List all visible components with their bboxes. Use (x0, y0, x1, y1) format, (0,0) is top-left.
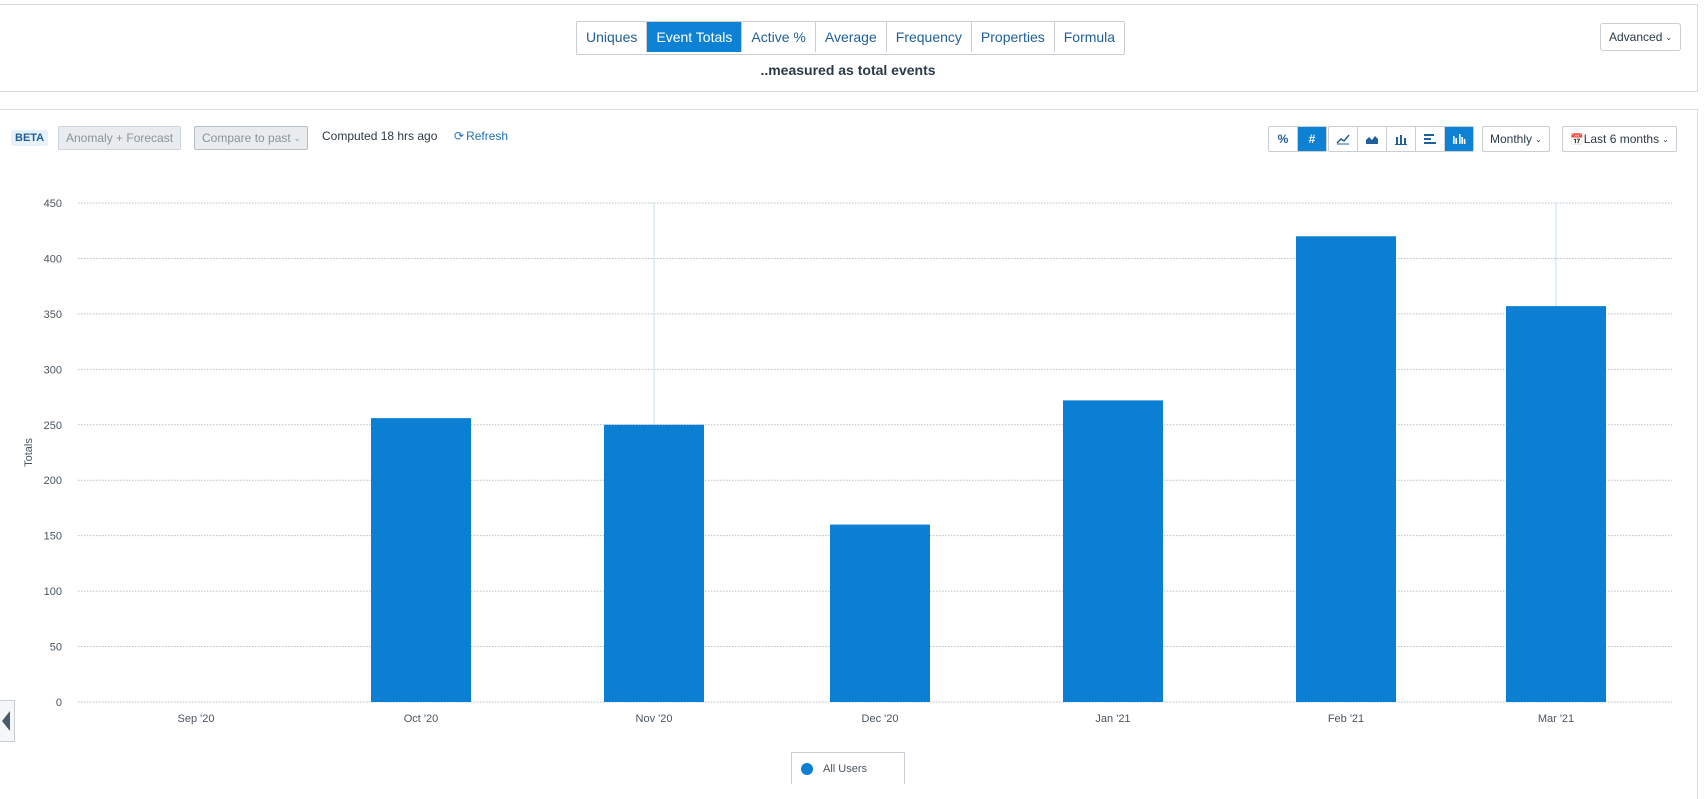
bar-chart-icon[interactable] (1387, 127, 1416, 151)
compare-label: Compare to past (202, 131, 291, 145)
y-tick-label: 350 (44, 309, 62, 321)
metric-tab[interactable]: Average (815, 22, 887, 52)
legend-swatch (801, 762, 813, 775)
bar-dec-20[interactable] (830, 524, 930, 702)
chevron-left-icon (2, 711, 10, 731)
y-tick-label: 200 (44, 475, 62, 487)
interval-dropdown[interactable]: Monthly ⌄ (1482, 126, 1550, 152)
value-mode-toggle: % # (1268, 126, 1327, 152)
horizontal-bar-icon[interactable] (1416, 127, 1445, 151)
y-tick-label: 450 (44, 198, 62, 210)
metric-tab[interactable]: Formula (1054, 22, 1125, 52)
advanced-dropdown[interactable]: Advanced ⌄ (1600, 23, 1682, 51)
x-tick-label: Dec '20 (862, 713, 899, 725)
y-tick-label: 0 (56, 697, 62, 709)
y-tick-label: 400 (44, 253, 62, 265)
x-tick-label: Feb '21 (1328, 713, 1364, 725)
bar-mar-21[interactable] (1506, 306, 1606, 702)
x-tick-label: Mar '21 (1538, 713, 1574, 725)
y-tick-label: 250 (44, 420, 62, 432)
line-chart-icon[interactable] (1329, 127, 1358, 151)
metric-tab[interactable]: Event Totals (647, 22, 743, 52)
y-tick-label: 300 (44, 364, 62, 376)
metric-tab[interactable]: Frequency (886, 22, 972, 52)
x-tick-label: Sep '20 (178, 713, 215, 725)
chevron-down-icon: ⌄ (293, 134, 301, 143)
percent-toggle-button[interactable]: % (1269, 127, 1298, 151)
advanced-label: Advanced (1609, 30, 1663, 44)
interval-label: Monthly (1490, 132, 1533, 146)
beta-badge: BETA (11, 130, 49, 146)
metric-tab[interactable]: Active % (742, 22, 816, 52)
measured-description: ..measured as total events (760, 62, 936, 78)
x-tick-label: Jan '21 (1095, 713, 1130, 725)
collapse-sidebar-button[interactable] (0, 700, 15, 742)
y-axis-label: Totals (23, 438, 35, 467)
calendar-icon: 📅 (1570, 134, 1584, 146)
bar-feb-21[interactable] (1296, 236, 1396, 702)
refresh-label: Refresh (466, 129, 509, 143)
grouped-bar-icon[interactable] (1445, 127, 1473, 151)
x-tick-label: Oct '20 (404, 713, 439, 725)
bar-nov-20[interactable] (604, 424, 704, 702)
chart-legend[interactable]: All Users (791, 752, 905, 784)
y-tick-label: 50 (50, 642, 62, 654)
bar-oct-20[interactable] (371, 418, 471, 702)
chevron-down-icon: ⌄ (1662, 135, 1669, 144)
y-tick-label: 100 (44, 586, 62, 598)
metric-tab[interactable]: Uniques (577, 22, 648, 52)
refresh-icon: ⟳ (454, 129, 465, 143)
metric-tabs: Uniques Event Totals Active % Average Freque… (576, 21, 1126, 55)
area-chart-icon[interactable] (1358, 127, 1387, 151)
chevron-down-icon: ⌄ (1665, 33, 1673, 42)
anomaly-forecast-button[interactable]: Anomaly + Forecast (58, 126, 182, 150)
x-tick-label: Nov '20 (636, 713, 673, 725)
date-range-label: Last 6 months (1583, 132, 1660, 146)
compare-to-past-dropdown[interactable]: Compare to past ⌄ (194, 126, 309, 150)
chevron-down-icon: ⌄ (1535, 135, 1542, 144)
y-tick-label: 150 (44, 531, 62, 543)
bar-jan-21[interactable] (1063, 400, 1163, 702)
measure-panel: Uniques Event Totals Active % Average Freque… (0, 4, 1698, 92)
metric-tab[interactable]: Properties (971, 22, 1055, 52)
date-range-dropdown[interactable]: 📅Last 6 months ⌄ (1562, 126, 1677, 152)
computed-status: Computed 18 hrs ago (322, 129, 438, 143)
refresh-button[interactable]: ⟳ Refresh (454, 129, 508, 143)
count-toggle-button[interactable]: # (1298, 127, 1326, 151)
chart-type-toggle (1328, 126, 1474, 152)
legend-label: All Users (823, 762, 868, 775)
